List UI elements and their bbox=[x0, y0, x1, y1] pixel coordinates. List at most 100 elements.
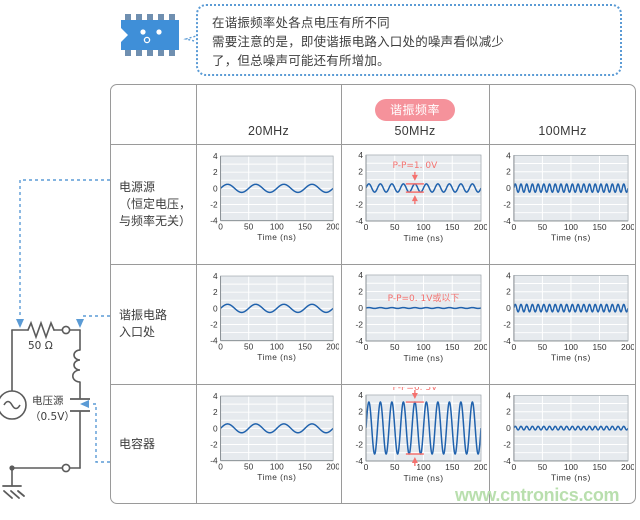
pp-annotation-label: P-P=1. 0V bbox=[392, 161, 438, 171]
x-tick-label: 150 bbox=[298, 221, 312, 231]
y-tick-label: 0 bbox=[213, 423, 218, 433]
waveform-chart: -4 -2 0 2 4 0 50 100 150 200 Time (ns) bbox=[503, 270, 635, 362]
y-tick-label: 0 bbox=[213, 303, 218, 313]
callout-text: 在谐振频率处各点电压有所不同 需要注意的是，即使谐振电路入口处的噪声看似减少 了… bbox=[212, 15, 505, 68]
connector-arrow-source bbox=[16, 319, 24, 328]
chart-cell-r1c3: -4 -2 0 2 4 0 50 100 150 200 Time (ns) bbox=[492, 147, 635, 261]
chart-cell-r1c2: -4 -2 0 2 4 0 50 100 150 200 Time (ns) P-P=1. 0V bbox=[344, 147, 488, 261]
x-tick-label: 50 bbox=[390, 462, 400, 472]
x-tick-label: 100 bbox=[270, 341, 284, 351]
chart-cell-r2c3: -4 -2 0 2 4 0 50 100 150 200 Time (ns) bbox=[492, 267, 635, 381]
x-tick-label: 100 bbox=[564, 222, 578, 232]
x-tick-label: 100 bbox=[416, 462, 430, 472]
waveform-chart: -4 -2 0 2 4 0 50 100 150 200 Time (ns) P-P=0. 1V或以下 bbox=[355, 270, 488, 363]
y-tick-label: 2 bbox=[213, 287, 218, 297]
column-header-label: 100MHz bbox=[538, 124, 587, 138]
waveform-trace bbox=[513, 183, 629, 193]
x-axis-label: Time (ns) bbox=[551, 233, 591, 243]
x-tick-label: 100 bbox=[270, 221, 284, 231]
y-tick-label: 4 bbox=[213, 391, 218, 401]
y-tick-label: 2 bbox=[213, 167, 218, 177]
y-tick-label: 4 bbox=[506, 270, 511, 280]
y-tick-label: 0 bbox=[358, 183, 363, 193]
grid-hline bbox=[111, 384, 635, 385]
pp-arrow-up-icon bbox=[411, 195, 418, 202]
column-header-50mhz: 谐振频率 50MHz bbox=[341, 85, 489, 144]
y-tick-label: 2 bbox=[213, 407, 218, 417]
y-tick-label: -4 bbox=[210, 456, 218, 466]
waveform-trace bbox=[220, 303, 334, 314]
y-tick-label: -2 bbox=[210, 439, 218, 449]
x-tick-label: 150 bbox=[592, 342, 606, 352]
row-label-resonant-entry: 谐振电路 入口处 bbox=[119, 308, 168, 339]
waveform-trace bbox=[220, 423, 334, 434]
grid-vline bbox=[341, 85, 342, 503]
y-tick-label: -4 bbox=[355, 216, 363, 226]
x-tick-label: 100 bbox=[270, 461, 284, 471]
y-tick-label: 2 bbox=[506, 167, 511, 177]
pp-arrow-down-icon bbox=[411, 174, 418, 181]
site-watermark: www.cntronics.com bbox=[455, 485, 620, 505]
x-tick-label: 0 bbox=[218, 341, 223, 351]
pp-annotation-label: P-P=0. 1V或以下 bbox=[388, 292, 460, 304]
waveform-trace bbox=[366, 401, 481, 455]
y-tick-label: 0 bbox=[506, 183, 511, 193]
grid-vline bbox=[489, 85, 490, 503]
x-tick-label: 150 bbox=[298, 461, 312, 471]
row-label-source: 电源源 （恒定电压， 与频率无关） bbox=[119, 179, 192, 228]
y-tick-label: -4 bbox=[503, 216, 511, 226]
y-tick-label: 0 bbox=[506, 303, 511, 313]
source-value-label: （0.5V） bbox=[30, 411, 75, 423]
waveform-chart: -4 -2 0 2 4 0 50 100 150 200 Time (ns) bbox=[210, 151, 340, 242]
y-tick-label: -2 bbox=[503, 439, 511, 449]
x-axis-label: Time (ns) bbox=[551, 473, 591, 483]
x-tick-label: 0 bbox=[511, 342, 516, 352]
x-tick-label: 150 bbox=[298, 341, 312, 351]
y-tick-label: -2 bbox=[503, 319, 511, 329]
x-tick-label: 0 bbox=[218, 461, 223, 471]
callout-banner: 在谐振频率处各点电压有所不同 需要注意的是，即使谐振电路入口处的噪声看似减少 了… bbox=[0, 0, 640, 84]
x-tick-label: 50 bbox=[538, 462, 548, 472]
y-tick-label: -4 bbox=[210, 216, 218, 226]
waveform-chart: -4 -2 0 2 4 0 50 100 150 200 Time (ns) bbox=[210, 391, 340, 482]
y-tick-label: -2 bbox=[210, 199, 218, 209]
y-tick-label: 4 bbox=[213, 151, 218, 161]
chart-cell-r2c1: -4 -2 0 2 4 0 50 100 150 200 Time (ns) bbox=[199, 267, 340, 381]
y-tick-label: -2 bbox=[355, 200, 363, 210]
x-tick-label: 50 bbox=[244, 341, 254, 351]
ground-icon bbox=[2, 485, 25, 499]
y-tick-label: -2 bbox=[210, 319, 218, 329]
x-tick-label: 0 bbox=[364, 222, 369, 232]
ic-chip-character-icon bbox=[121, 14, 179, 56]
x-tick-label: 200 bbox=[326, 461, 339, 471]
column-header-label: 50MHz bbox=[394, 124, 436, 138]
x-tick-label: 200 bbox=[621, 462, 634, 472]
row-label-capacitor: 电容器 bbox=[119, 436, 156, 451]
y-tick-label: -4 bbox=[210, 336, 218, 346]
y-tick-label: 4 bbox=[506, 150, 511, 160]
column-header-label: 20MHz bbox=[247, 124, 290, 138]
terminal-node-bottom bbox=[61, 463, 71, 473]
x-tick-label: 200 bbox=[621, 222, 634, 232]
y-tick-label: 4 bbox=[358, 150, 363, 160]
x-axis-label: Time (ns) bbox=[257, 472, 296, 482]
y-tick-label: 4 bbox=[358, 270, 363, 280]
x-tick-label: 50 bbox=[390, 342, 400, 352]
x-tick-label: 0 bbox=[511, 462, 516, 472]
x-tick-label: 150 bbox=[445, 462, 459, 472]
column-header-100mhz: 100MHz bbox=[489, 85, 635, 144]
x-tick-label: 0 bbox=[218, 221, 223, 231]
y-tick-label: 0 bbox=[358, 303, 363, 313]
grid-vline bbox=[196, 85, 197, 503]
x-axis-label: Time (ns) bbox=[257, 352, 296, 362]
y-tick-label: -4 bbox=[355, 336, 363, 346]
y-tick-label: 2 bbox=[358, 167, 363, 177]
y-tick-label: -2 bbox=[355, 320, 363, 330]
chart-cell-r3c1: -4 -2 0 2 4 0 50 100 150 200 Time (ns) bbox=[199, 387, 340, 501]
waveform-trace bbox=[513, 303, 629, 313]
x-axis-label: Time (ns) bbox=[257, 232, 296, 242]
callout-bubble: 在谐振频率处各点电压有所不同 需要注意的是，即使谐振电路入口处的噪声看似减少 了… bbox=[196, 4, 622, 76]
y-tick-label: 4 bbox=[358, 390, 363, 400]
y-tick-label: -4 bbox=[503, 456, 511, 466]
pp-arrow-up-icon bbox=[411, 456, 418, 463]
